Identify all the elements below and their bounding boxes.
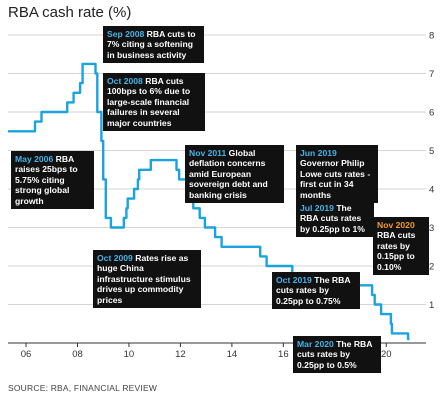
annotation-date: Oct 2019 [276,275,312,285]
x-tick-label: 08 [72,349,83,360]
y-tick-label: 7 [429,69,434,80]
y-tick-label: 4 [429,185,434,196]
annotation-date: Nov 2011 [189,148,227,158]
annotation-text: RBA cuts 100bps to 6% due to large-scale… [107,76,191,128]
annotation-oct-2019: Oct 2019 The RBA cuts rates by 0.25pp to… [272,272,360,310]
annotation-text: The RBA cuts rates by 0.25pp to 1% [300,203,365,234]
x-tick-label: 20 [381,349,392,360]
annotation-date: Jul 2019 [300,203,334,213]
chart-title: RBA cash rate (%) [8,4,132,21]
annotation-sep-2008: Sep 2008 RBA cuts to 7% citing a softeni… [103,26,204,64]
annotation-date: Nov 2020 [377,220,415,230]
y-tick-label: 3 [429,223,434,234]
annotation-jun-2019: Jun 2019 Governor Philip Lowe cuts rates… [296,145,378,204]
annotation-nov-2020: Nov 2020 RBA cuts rates by 0.15pp to 0.1… [373,217,429,276]
annotation-text: Governor Philip Lowe cuts rates - first … [300,158,371,200]
annotation-oct-2008: Oct 2008 RBA cuts 100bps to 6% due to la… [103,73,205,132]
annotation-text: The RBA cuts rates by 0.25pp to 0.75% [276,275,351,306]
annotation-text: RBA cuts rates by 0.15pp to 0.10% [377,230,416,272]
annotation-text: Rates rise as huge China infrastructure … [97,253,191,305]
annotation-date: Oct 2008 [107,76,143,86]
annotation-text: The RBA cuts rates by 0.25pp to 0.5% [297,339,373,370]
annotation-text: RBA cuts to 7% citing a softening in bus… [107,29,196,60]
x-tick-label: 12 [175,349,186,360]
annotation-mar-2020: Mar 2020 The RBA cuts rates by 0.25pp to… [293,336,381,374]
source-note: SOURCE: RBA, FINANCIAL REVIEW [8,383,158,393]
annotation-oct-2009: Oct 2009 Rates rise as huge China infras… [93,250,201,309]
y-tick-label: 5 [429,146,434,157]
y-tick-label: 2 [429,262,434,273]
annotation-date: Oct 2009 [97,253,133,263]
x-tick-label: 16 [278,349,289,360]
x-tick-label: 10 [124,349,135,360]
annotation-text: RBA raises 25bps to 5.75% citing strong … [15,154,78,206]
annotation-date: Jun 2019 [300,148,337,158]
annotation-nov-2011: Nov 2011 Global deflation concerns amid … [185,145,284,204]
annotation-date: Sep 2008 [107,29,145,39]
annotation-date: Mar 2020 [297,339,334,349]
x-tick-label: 06 [21,349,32,360]
y-tick-label: 6 [429,108,434,119]
y-axis-tick-labels: 1 2 3 4 5 6 7 8 [429,31,434,312]
annotation-text: Global deflation concerns amid European … [189,148,268,200]
y-tick-label: 1 [429,300,434,311]
annotation-jul-2019: Jul 2019 The RBA cuts rates by 0.25pp to… [296,200,374,238]
annotation-may-2006: May 2006 RBA raises 25bps to 5.75% citin… [11,151,94,210]
annotation-date: May 2006 [15,154,54,164]
y-tick-label: 8 [429,31,434,42]
x-tick-label: 14 [227,349,238,360]
